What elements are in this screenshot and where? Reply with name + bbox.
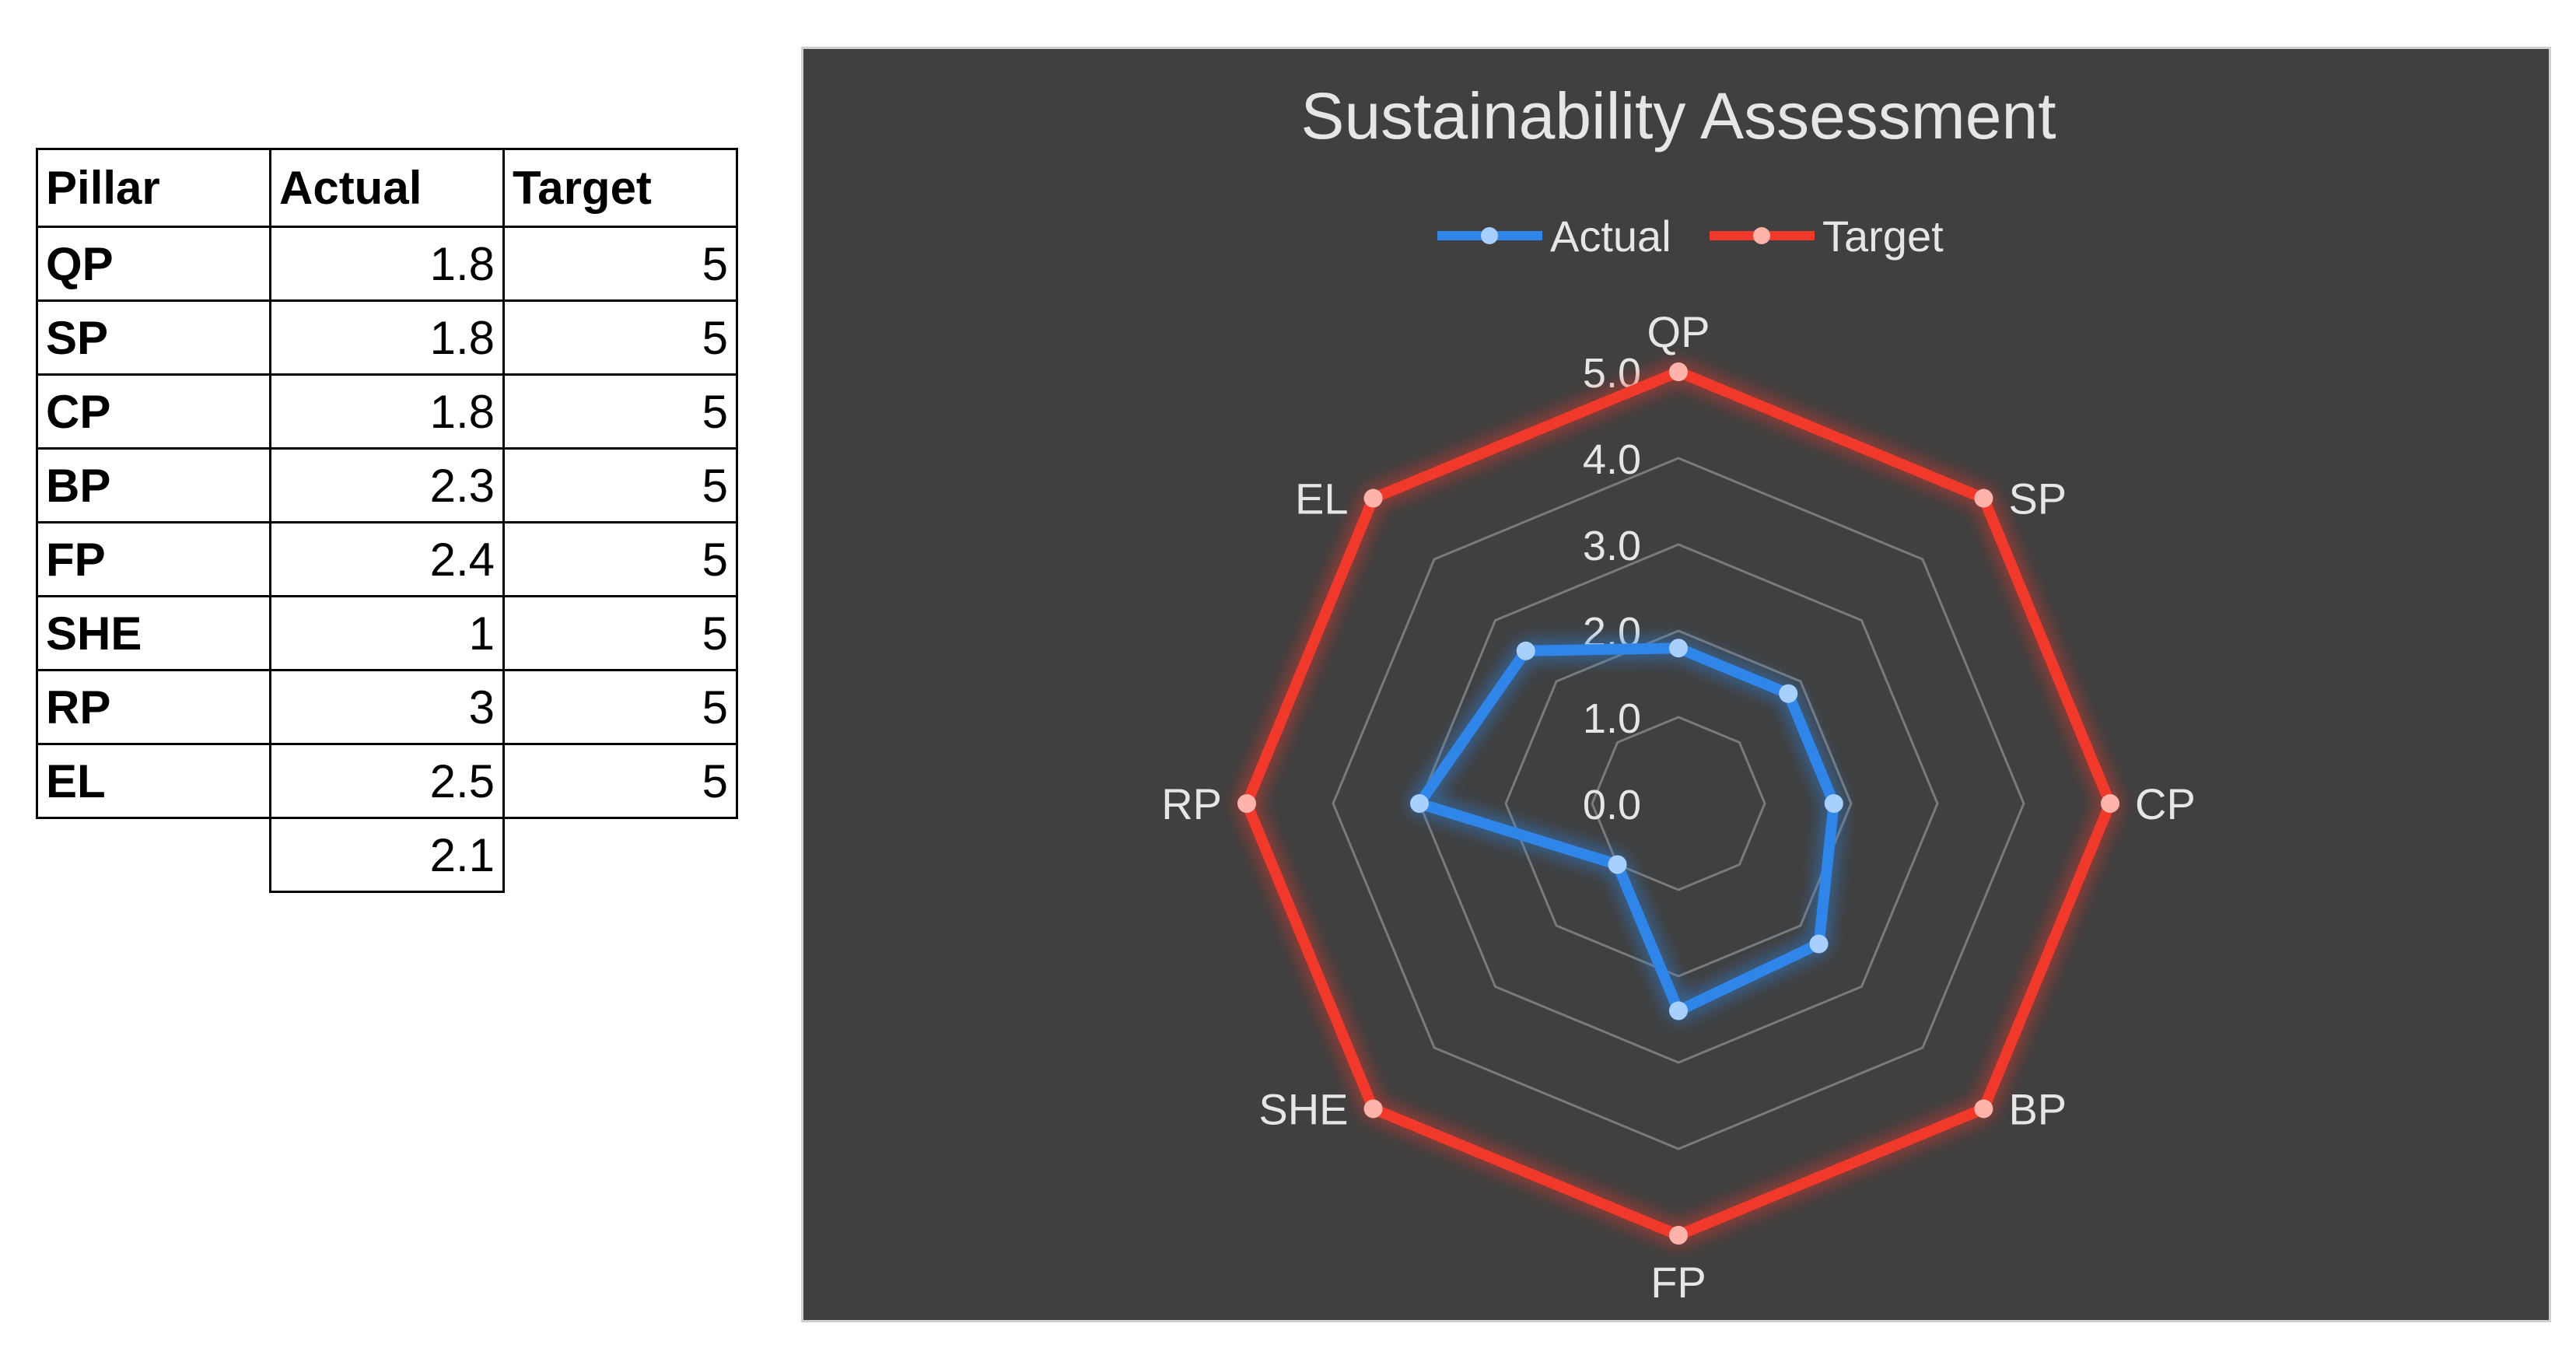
cell-pillar[interactable]: SHE bbox=[36, 595, 271, 671]
cell-actual[interactable]: 1.8 bbox=[269, 373, 505, 450]
cell-target[interactable]: 5 bbox=[502, 226, 738, 302]
category-label: SP bbox=[2008, 474, 2067, 523]
table-row: FP 2.4 5 bbox=[36, 521, 738, 597]
cell-pillar[interactable]: QP bbox=[36, 226, 271, 302]
cell-target[interactable]: 5 bbox=[502, 299, 738, 376]
data-point bbox=[1363, 1099, 1383, 1119]
cell-pillar[interactable]: RP bbox=[36, 669, 271, 745]
category-label: RP bbox=[1161, 779, 1222, 828]
cell-pillar[interactable]: FP bbox=[36, 521, 271, 597]
chart-legend: Actual Target bbox=[1437, 212, 1944, 261]
radial-tick-label: 3.0 bbox=[1583, 523, 1641, 569]
header-target[interactable]: Target bbox=[502, 148, 738, 228]
legend-swatch-marker bbox=[1753, 227, 1770, 244]
data-point bbox=[1608, 855, 1627, 874]
legend-item-actual: Actual bbox=[1437, 212, 1671, 261]
data-point bbox=[2101, 794, 2119, 813]
table-row: EL 2.5 5 bbox=[36, 743, 738, 819]
cell-actual[interactable]: 1.8 bbox=[269, 226, 505, 302]
cell-empty[interactable] bbox=[504, 818, 737, 892]
data-point bbox=[1669, 639, 1688, 658]
cell-pillar[interactable]: BP bbox=[36, 447, 271, 523]
legend-swatch-marker bbox=[1481, 227, 1498, 244]
pillar-data-table: Pillar Actual Target QP 1.8 5 SP 1.8 5 C… bbox=[36, 148, 738, 893]
grid-ring bbox=[1418, 543, 1939, 1064]
header-pillar[interactable]: Pillar bbox=[36, 148, 271, 228]
data-point bbox=[1363, 488, 1383, 508]
data-point bbox=[1974, 1099, 1993, 1119]
header-actual[interactable]: Actual bbox=[269, 148, 505, 228]
cell-target[interactable]: 5 bbox=[502, 669, 738, 745]
cell-actual[interactable]: 3 bbox=[269, 669, 505, 745]
data-point bbox=[1237, 794, 1256, 813]
cell-actual[interactable]: 2.3 bbox=[269, 447, 505, 523]
data-point bbox=[1974, 488, 1993, 508]
legend-label: Target bbox=[1822, 212, 1944, 261]
table-row: SHE 1 5 bbox=[36, 595, 738, 671]
category-label: CP bbox=[2135, 779, 2196, 828]
radial-tick-label: 0.0 bbox=[1583, 782, 1641, 828]
table-row: BP 2.3 5 bbox=[36, 447, 738, 523]
radar-category-labels: QP SP CP BP FP SHE RP EL bbox=[1161, 307, 2196, 1307]
cell-pillar[interactable]: CP bbox=[36, 373, 271, 450]
table-row: SP 1.8 5 bbox=[36, 299, 738, 376]
data-point bbox=[1410, 794, 1429, 813]
cell-target[interactable]: 5 bbox=[502, 373, 738, 450]
cell-pillar[interactable]: EL bbox=[36, 743, 271, 819]
radar-chart-panel[interactable]: Sustainability Assessment Actual Target 0… bbox=[801, 47, 2551, 1322]
cell-average-actual[interactable]: 2.1 bbox=[269, 817, 505, 893]
data-point bbox=[1809, 934, 1829, 954]
table-row: QP 1.8 5 bbox=[36, 226, 738, 302]
grid-ring bbox=[1504, 629, 1853, 978]
category-label: FP bbox=[1650, 1258, 1706, 1307]
cell-target[interactable]: 5 bbox=[502, 521, 738, 597]
radar-chart: Sustainability Assessment Actual Target 0… bbox=[1161, 79, 2196, 1307]
cell-target[interactable]: 5 bbox=[502, 447, 738, 523]
data-point bbox=[1669, 362, 1688, 381]
chart-title: Sustainability Assessment bbox=[1300, 79, 2056, 152]
category-label: EL bbox=[1295, 474, 1349, 523]
category-label: SHE bbox=[1258, 1084, 1348, 1133]
table-header-row: Pillar Actual Target bbox=[36, 148, 738, 228]
data-point bbox=[1824, 794, 1843, 813]
grid-ring bbox=[1591, 716, 1766, 891]
cell-actual[interactable]: 2.5 bbox=[269, 743, 505, 819]
legend-item-target: Target bbox=[1710, 212, 1944, 261]
cell-empty[interactable] bbox=[37, 818, 271, 892]
table-row: RP 3 5 bbox=[36, 669, 738, 745]
cell-actual[interactable]: 2.4 bbox=[269, 521, 505, 597]
cell-actual[interactable]: 1 bbox=[269, 595, 505, 671]
category-label: QP bbox=[1647, 307, 1710, 356]
table-row: CP 1.8 5 bbox=[36, 373, 738, 450]
series-target bbox=[1235, 360, 2122, 1247]
legend-label: Actual bbox=[1550, 212, 1671, 261]
radial-tick-label: 4.0 bbox=[1583, 436, 1641, 483]
data-point bbox=[1516, 641, 1535, 660]
data-point bbox=[1669, 1226, 1688, 1245]
radial-tick-label: 1.0 bbox=[1583, 695, 1641, 742]
radar-series bbox=[1235, 360, 2122, 1247]
cell-actual[interactable]: 1.8 bbox=[269, 299, 505, 376]
series-actual bbox=[1408, 636, 1846, 1023]
category-label: BP bbox=[2008, 1084, 2067, 1133]
grid-ring bbox=[1332, 457, 2025, 1150]
data-point bbox=[1669, 1001, 1688, 1021]
cell-pillar[interactable]: SP bbox=[36, 299, 271, 376]
cell-target[interactable]: 5 bbox=[502, 743, 738, 819]
table-average-row: 2.1 bbox=[37, 817, 737, 893]
data-point bbox=[1779, 684, 1798, 703]
cell-target[interactable]: 5 bbox=[502, 595, 738, 671]
